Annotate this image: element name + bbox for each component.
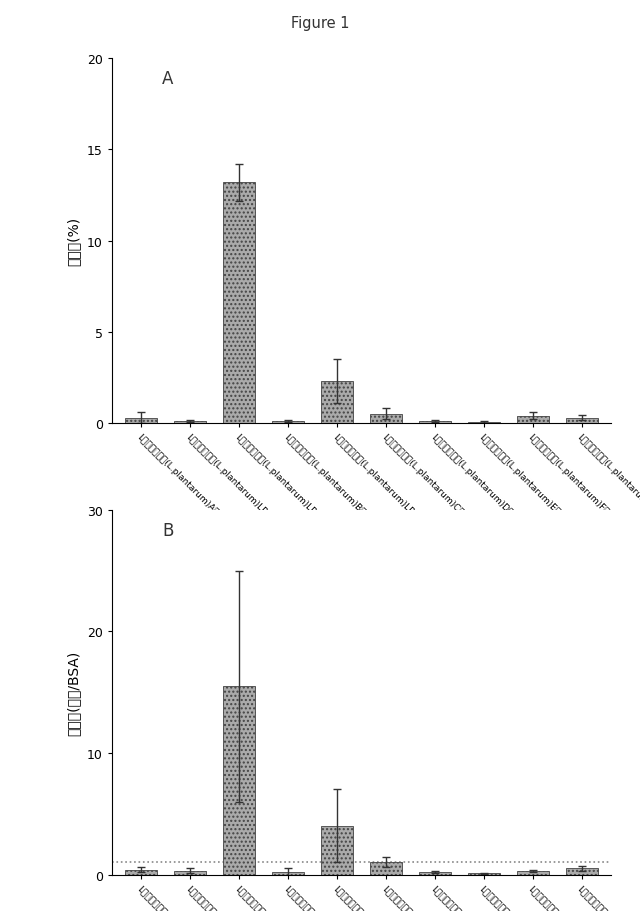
Bar (223, 183, 255, 424)
Bar (566, 868, 598, 875)
Bar (370, 863, 402, 875)
Text: Figure 1: Figure 1 (291, 16, 349, 31)
Bar (175, 422, 206, 424)
Bar (321, 826, 353, 875)
Bar (468, 423, 500, 424)
Bar (566, 418, 598, 424)
Text: B: B (162, 521, 173, 539)
Bar (125, 870, 157, 875)
Bar (468, 874, 500, 875)
Bar (125, 418, 157, 424)
Y-axis label: 付著比(粘液/BSA): 付著比(粘液/BSA) (66, 650, 80, 735)
Bar (272, 422, 304, 424)
Text: A: A (162, 70, 173, 88)
Bar (517, 416, 548, 424)
Bar (175, 871, 206, 875)
Y-axis label: 付著率(%): 付著率(%) (66, 217, 80, 266)
Bar (419, 872, 451, 875)
Bar (223, 686, 255, 875)
Bar (321, 382, 353, 424)
Bar (419, 422, 451, 424)
Bar (370, 415, 402, 424)
Bar (517, 871, 548, 875)
Bar (272, 872, 304, 875)
